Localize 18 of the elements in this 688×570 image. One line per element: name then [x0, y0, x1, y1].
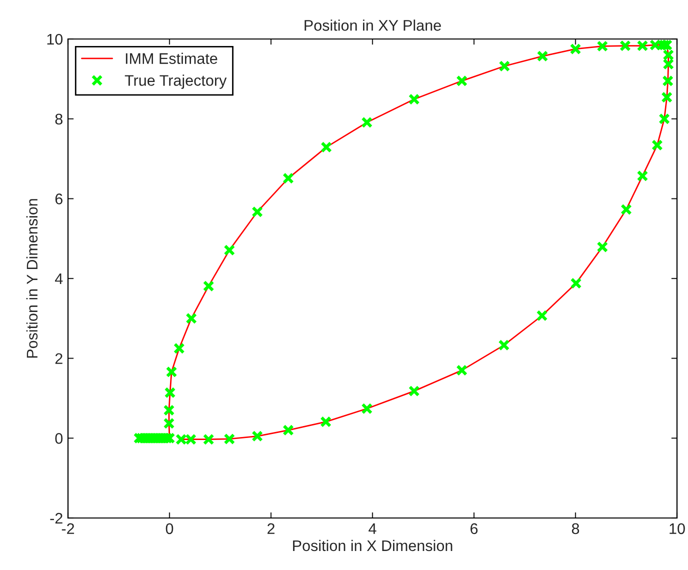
y-tick-label: 8 [55, 114, 62, 125]
x-tick-label: 10 [670, 523, 685, 534]
y-tick-label: 2 [55, 353, 62, 364]
y-tick-label: 6 [55, 194, 62, 204]
legend-label: IMM Estimate [126, 52, 218, 64]
x-tick-label: 2 [268, 523, 274, 534]
y-axis-title: Position in Y Dimension [26, 199, 38, 358]
y-tick-label: 10 [47, 34, 63, 45]
y-tick-label: -2 [50, 512, 62, 524]
y-tick-label: 4 [54, 274, 63, 284]
legend-label: True Trajectory [124, 74, 227, 89]
x-tick-label: 6 [470, 523, 478, 534]
chart-title: Position in XY Plane [304, 20, 441, 31]
x-tick-label: 4 [368, 523, 376, 534]
x-tick-label: 8 [572, 523, 580, 534]
y-tick-label: 0 [55, 433, 63, 444]
x-tick-label: 0 [166, 523, 174, 534]
x-axis-title: Position in X Dimension [293, 540, 452, 552]
